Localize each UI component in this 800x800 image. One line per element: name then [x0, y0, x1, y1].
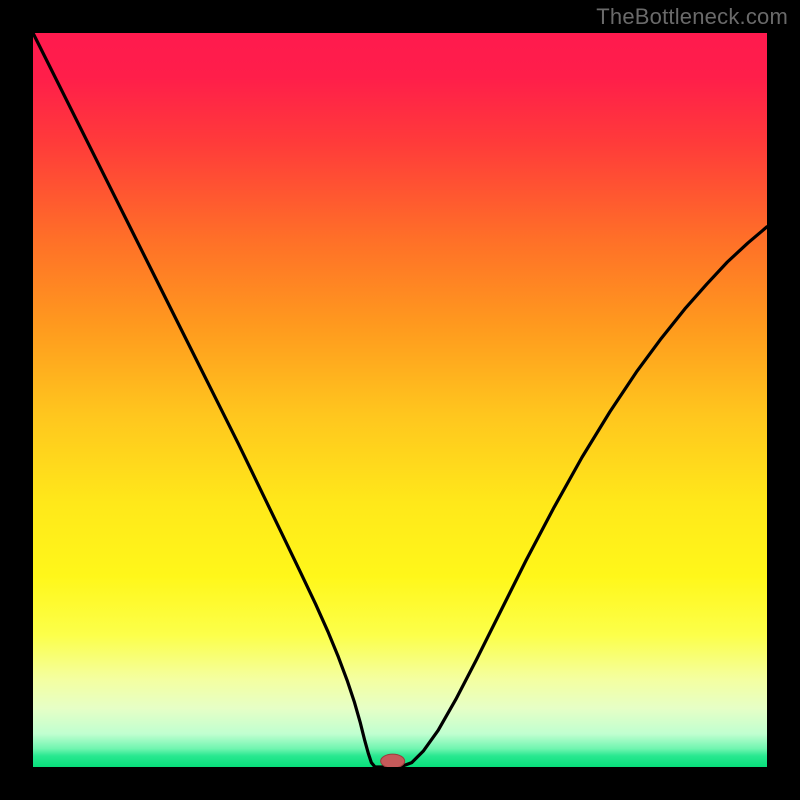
chart-svg [33, 33, 767, 767]
outer-frame: TheBottleneck.com [0, 0, 800, 800]
chart-background [33, 33, 767, 767]
chart-plot-area [33, 33, 767, 767]
watermark-text: TheBottleneck.com [596, 4, 788, 30]
bottleneck-marker [381, 754, 405, 767]
